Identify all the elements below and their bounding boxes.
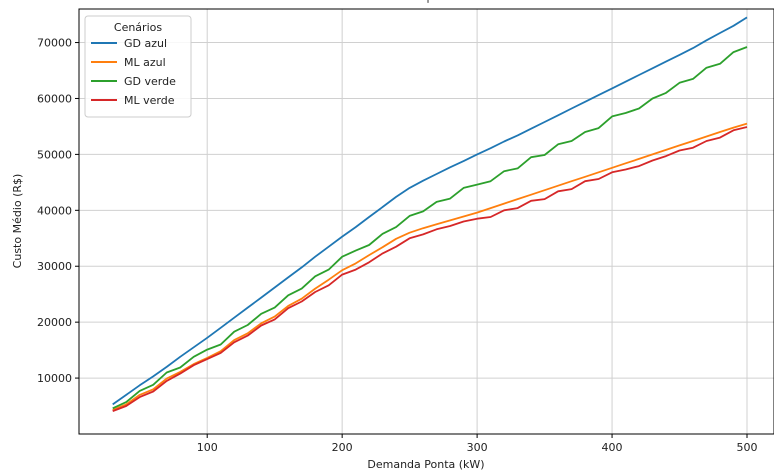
x-ticks: 100 200 300 400 500	[197, 434, 758, 454]
series-group	[112, 16, 748, 412]
grid	[79, 9, 774, 434]
series-line-gd-azul	[112, 16, 748, 406]
y-tick-label: 70000	[37, 37, 72, 50]
x-tick-label: 300	[467, 441, 488, 454]
y-tick-label: 20000	[37, 316, 72, 329]
y-tick-label: 30000	[37, 260, 72, 273]
legend-label-gd-azul: GD azul	[124, 37, 167, 50]
series-line-ml-azul	[112, 122, 748, 411]
legend-label-gd-verde: GD verde	[124, 75, 176, 88]
y-ticks: 10000 20000 30000 40000 50000 60000 70000	[37, 37, 79, 385]
series-line-ml-verde	[112, 126, 748, 412]
y-axis-label: Custo Médio (R$)	[11, 174, 24, 269]
legend-label-ml-azul: ML azul	[124, 56, 166, 69]
plot-frame	[78, 8, 774, 435]
legend: Cenários GD azul ML azul GD verde ML verde	[84, 15, 192, 118]
x-tick-label: 200	[332, 441, 353, 454]
x-tick-label: 100	[197, 441, 218, 454]
annotation-mark: '	[426, 0, 429, 11]
y-tick-label: 60000	[37, 92, 72, 105]
legend-title: Cenários	[114, 21, 162, 34]
legend-label-ml-verde: ML verde	[124, 94, 175, 107]
x-axis-label: Demanda Ponta (kW)	[367, 458, 484, 471]
x-tick-label: 500	[737, 441, 758, 454]
y-tick-label: 10000	[37, 372, 72, 385]
y-tick-label: 40000	[37, 204, 72, 217]
y-tick-label: 50000	[37, 148, 72, 161]
series-line-gd-verde	[112, 46, 748, 410]
legend-box	[84, 15, 192, 118]
x-tick-label: 400	[602, 441, 623, 454]
